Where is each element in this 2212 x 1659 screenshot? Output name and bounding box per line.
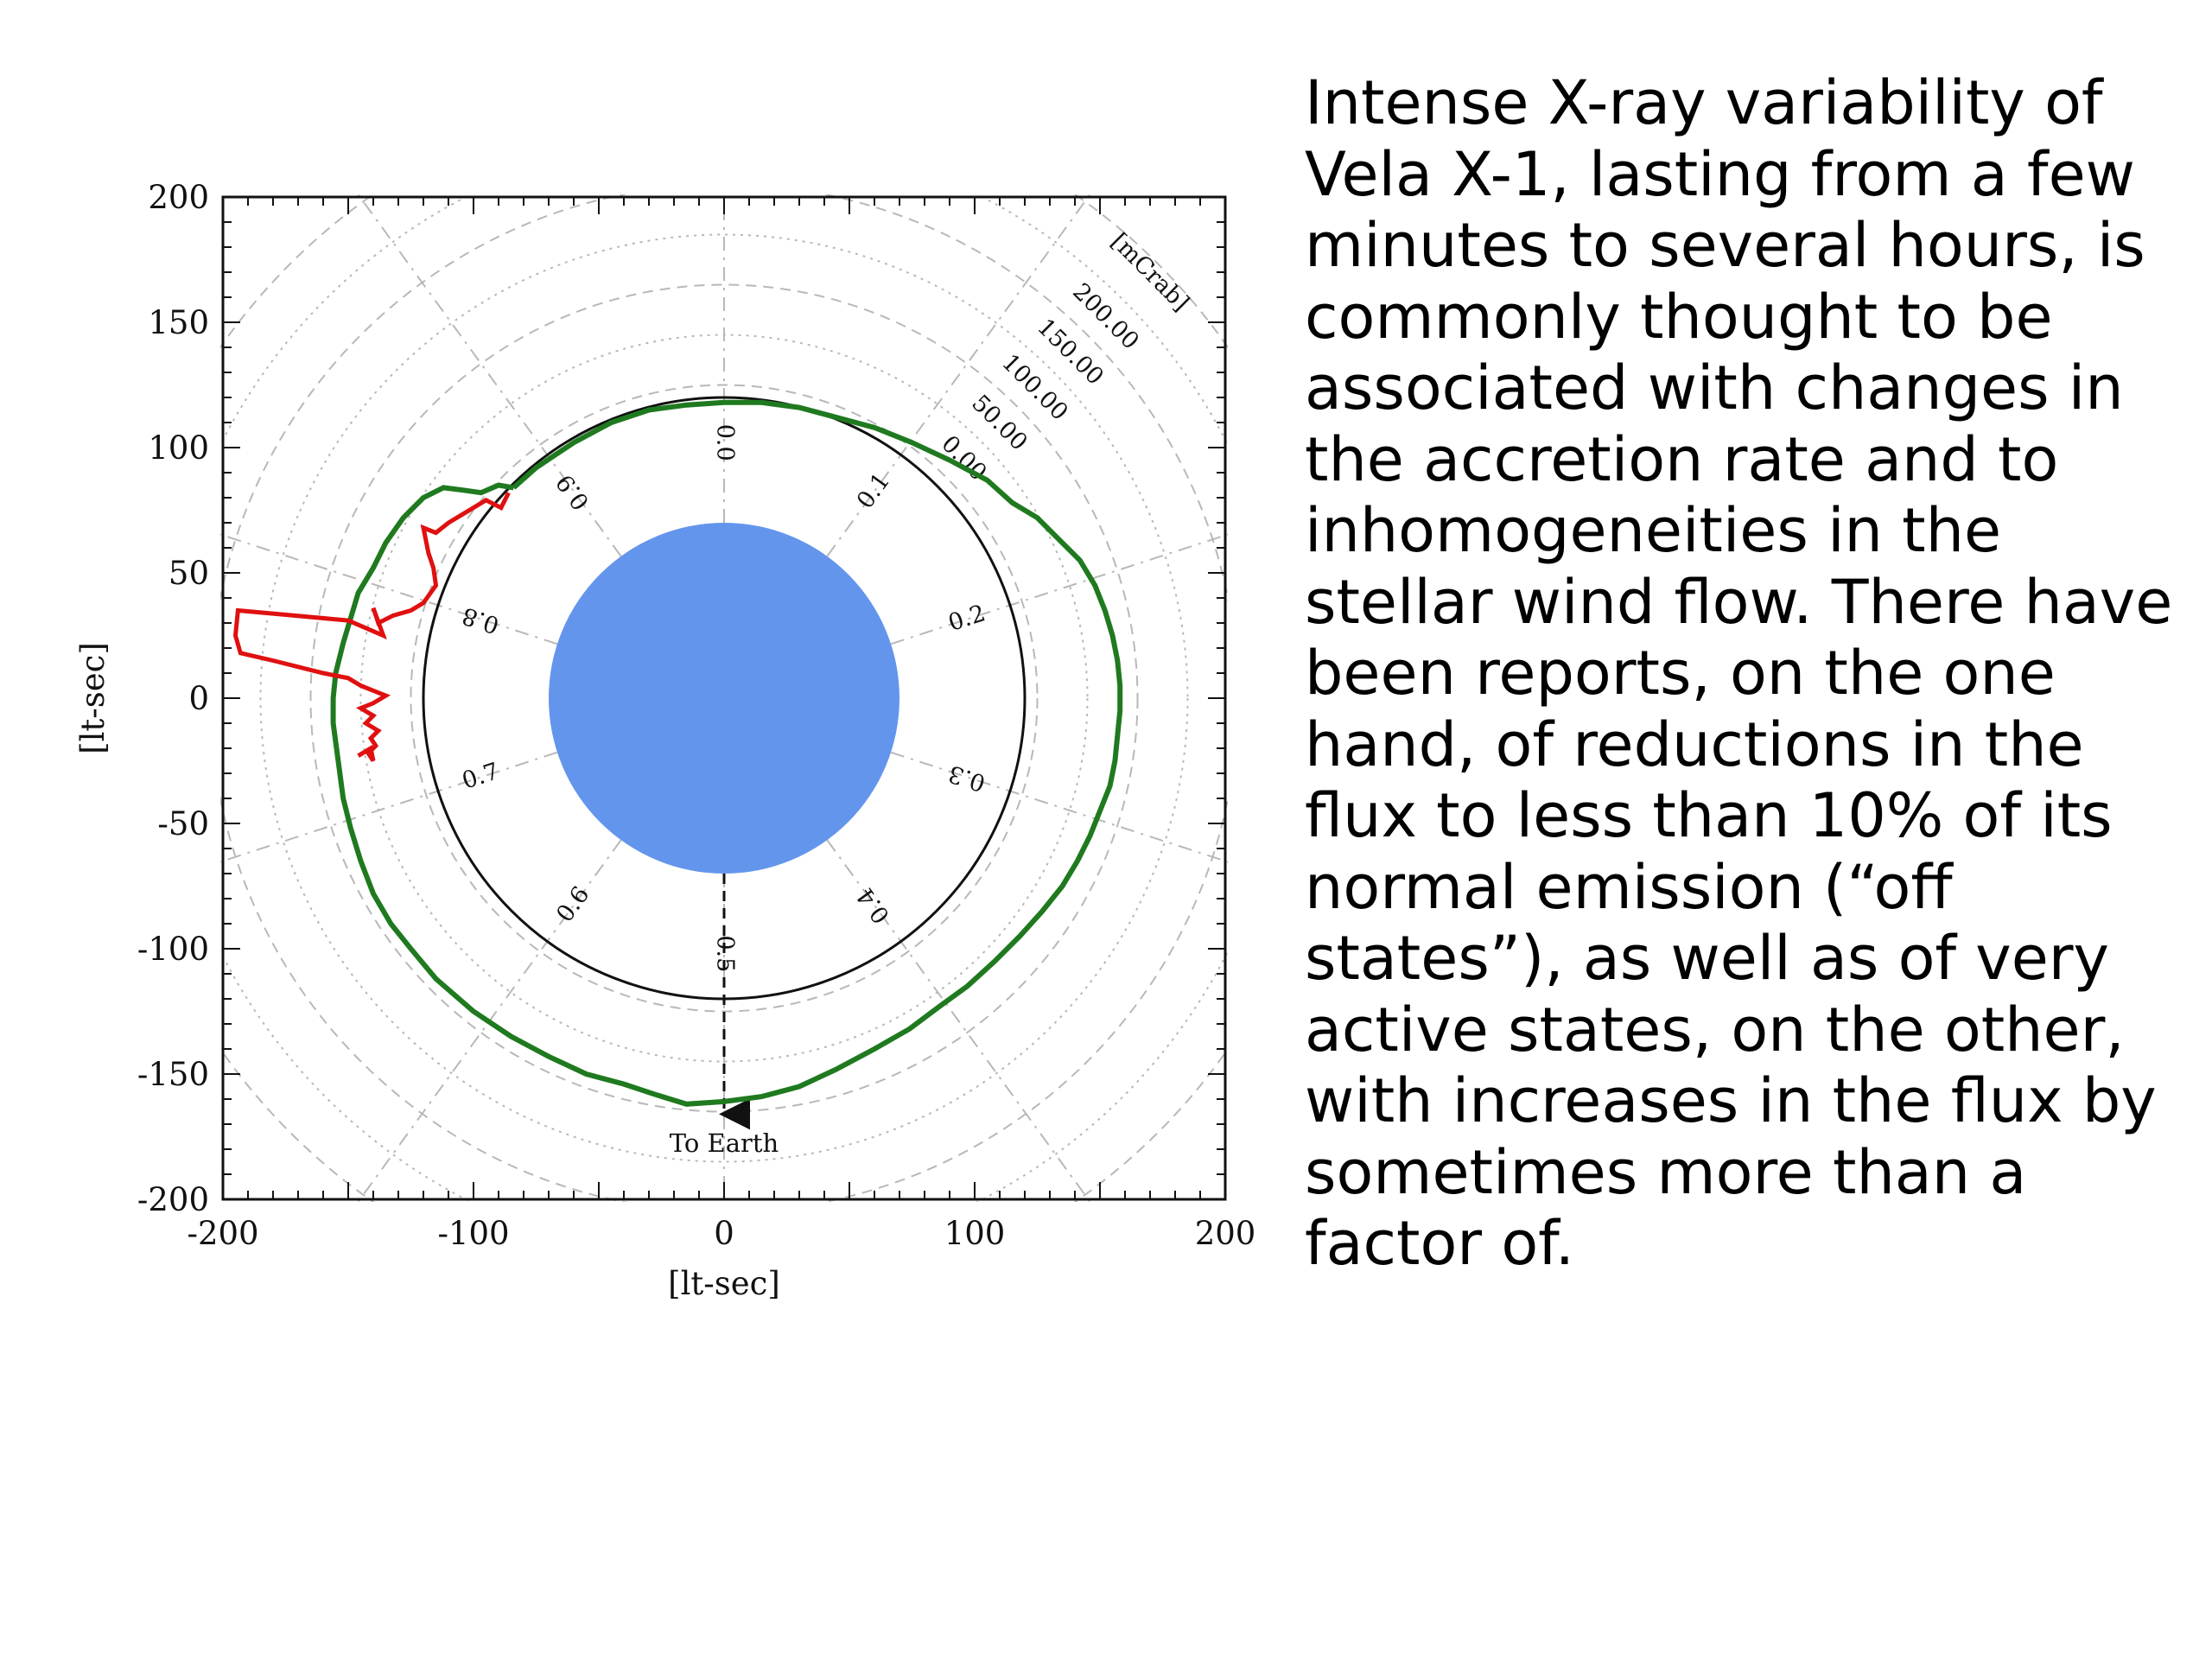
x-tick-labels: -200 -100 0 100 200 — [187, 1215, 1255, 1252]
y-tick-label: 100 — [148, 429, 209, 467]
x-axis-label: [lt-sec] — [668, 1265, 780, 1302]
orbital-phase-label: 0.9 — [551, 469, 594, 515]
y-tick-labels: 200 150 100 50 0 -50 -100 -150 -200 — [137, 179, 209, 1218]
grid-spoke — [357, 839, 622, 1202]
y-tick-label: -150 — [137, 1056, 209, 1093]
grid-spoke — [890, 751, 1228, 863]
grid-spoke — [220, 533, 558, 645]
companion-star — [549, 523, 899, 874]
orbital-phase-label: 0.1 — [852, 468, 895, 514]
y-tick-label: 50 — [168, 555, 209, 592]
orbital-phase-label: 0.4 — [852, 882, 895, 928]
orbital-phase-label: 0.8 — [459, 601, 502, 639]
y-tick-label: 150 — [148, 304, 209, 341]
caption-text: Intense X-ray variability of Vela X-1, l… — [1305, 67, 2173, 1279]
x-tick-label: 0 — [714, 1215, 734, 1252]
grid-spoke — [826, 839, 1091, 1202]
orbital-phase-label: 0.3 — [945, 760, 988, 797]
x-tick-label: 200 — [1195, 1215, 1256, 1252]
y-tick-label: -200 — [137, 1181, 209, 1218]
orbital-phase-label: 0.0 — [712, 424, 739, 461]
y-tick-label: -100 — [137, 931, 209, 968]
grid-ring — [410, 384, 1039, 1013]
flux-curve-red — [232, 492, 511, 762]
grid-ring — [259, 233, 1189, 1163]
y-tick-label: 0 — [188, 680, 209, 717]
x-tick-label: 100 — [944, 1215, 1006, 1252]
y-tick-label: -50 — [157, 805, 209, 842]
orbital-phase-label: 0.7 — [459, 758, 502, 795]
flux-ring-label: 50.00 — [966, 390, 1033, 456]
plot-frame — [221, 195, 1227, 1201]
orbital-phase-label: 0.2 — [945, 600, 988, 637]
y-tick-label: 200 — [148, 179, 209, 216]
to-earth-label: To Earth — [670, 1128, 779, 1158]
x-tick-label: -100 — [437, 1215, 509, 1252]
y-axis-label: [lt-sec] — [74, 642, 111, 754]
orbital-phase-label: 0.5 — [712, 935, 739, 972]
orbit-flux-chart: To Earth 0.00.10.20.30.40.50.60.70.80.9 … — [74, 179, 1255, 1302]
grid-spoke — [890, 533, 1228, 645]
x-tick-label: -200 — [187, 1215, 258, 1252]
flux-unit-label: [mCrab] — [1106, 228, 1194, 316]
grid-spoke — [357, 194, 622, 557]
grid-spoke — [826, 194, 1091, 557]
flux-curve-green — [330, 399, 1123, 1107]
orbital-phase-label: 0.6 — [551, 881, 594, 927]
grid-spoke — [220, 751, 558, 863]
